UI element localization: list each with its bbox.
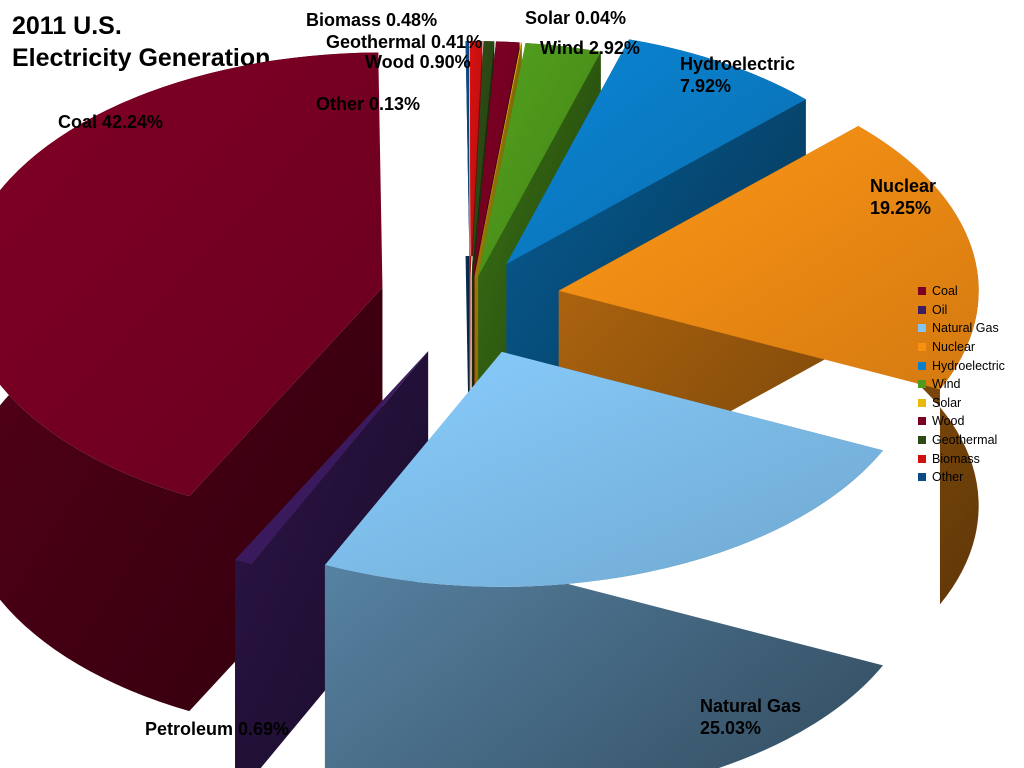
legend-label-wood: Wood — [932, 414, 965, 429]
data-label-wind: Wind 2.92% — [540, 38, 640, 58]
legend-label-petroleum: Oil — [932, 302, 948, 317]
data-label-petroleum: Petroleum 0.69% — [145, 719, 289, 739]
data-label-other: Other 0.13% — [316, 94, 420, 114]
chart-title-line-2: Electricity Generation — [12, 44, 271, 72]
pie-slice-geothermal — [471, 41, 495, 277]
legend-item-geothermal: Geothermal — [918, 431, 1005, 450]
data-label-coal: Coal 42.24% — [58, 112, 163, 132]
pie-slice-tops — [0, 39, 979, 587]
pie-slice-wind — [478, 43, 601, 277]
pie-slice-other — [465, 41, 470, 277]
chart-title: 2011 U.S. Electricity Generation — [12, 10, 312, 74]
legend-label-nuclear: Nuclear — [932, 340, 976, 355]
legend-swatch-biomass — [918, 454, 926, 463]
pie-slice-nuclear — [558, 126, 979, 390]
pie-slice-labels: Coal 42.24% Petroleum 0.69% Natural Gas 25.… — [58, 8, 936, 739]
legend-label-coal: Coal — [932, 284, 958, 299]
legend-swatch-petroleum — [918, 305, 926, 314]
legend-swatch-geothermal — [918, 436, 926, 445]
legend-item-wind: Wind — [918, 375, 1005, 394]
pie-slice-solar — [474, 42, 522, 277]
legend-item-nuclear: Nuclear — [918, 338, 1005, 357]
legend-label-natural-gas: Natural Gas — [932, 321, 999, 336]
legend-item-solar: Solar — [918, 394, 1005, 413]
pie-slice-petroleum — [235, 351, 429, 565]
data-label-geothermal: Geothermal 0.41% — [326, 32, 482, 52]
legend-label-geothermal: Geothermal — [932, 433, 998, 448]
legend-swatch-nuclear — [918, 343, 926, 352]
legend-item-coal: Coal — [918, 282, 1005, 301]
data-label-natural-gas: Natural Gas 25.03% — [700, 696, 801, 738]
legend-label-hydroelectric: Hydroelectric — [932, 358, 1005, 373]
pie-slice-biomass — [469, 41, 483, 277]
legend-swatch-wood — [918, 417, 926, 426]
legend-item-hydroelectric: Hydroelectric — [918, 356, 1005, 375]
legend-swatch-natural-gas — [918, 324, 926, 333]
legend-label-biomass: Biomass — [932, 451, 980, 466]
legend-item-petroleum: Oil — [918, 301, 1005, 320]
data-label-nuclear: Nuclear 19.25% — [870, 176, 936, 218]
data-label-hydroelectric: Hydroelectric 7.92% — [680, 54, 795, 96]
data-label-solar: Solar 0.04% — [525, 8, 626, 28]
legend: Coal Oil Natural Gas Nuclear Hydroelectric Wi… — [918, 282, 1005, 487]
legend-item-other: Other — [918, 468, 1005, 487]
legend-swatch-other — [918, 473, 926, 482]
legend-item-natural-gas: Natural Gas — [918, 319, 1005, 338]
data-label-biomass: Biomass 0.48% — [306, 10, 437, 30]
legend-item-wood: Wood — [918, 412, 1005, 431]
legend-label-other: Other — [932, 470, 964, 485]
pie-slice-natural-gas — [324, 351, 883, 587]
pie-slice-coal — [0, 52, 383, 497]
legend-label-solar: Solar — [932, 395, 962, 410]
legend-swatch-coal — [918, 287, 926, 296]
pie-slice-wood — [473, 41, 520, 277]
legend-swatch-solar — [918, 398, 926, 407]
legend-swatch-hydroelectric — [918, 361, 926, 370]
legend-item-biomass: Biomass — [918, 449, 1005, 468]
legend-label-wind: Wind — [932, 377, 961, 392]
data-label-wood: Wood 0.90% — [365, 52, 471, 72]
legend-swatch-wind — [918, 380, 926, 389]
chart-title-line-1: 2011 U.S. — [12, 12, 122, 40]
pie-slice-hydroelectric — [506, 39, 806, 265]
